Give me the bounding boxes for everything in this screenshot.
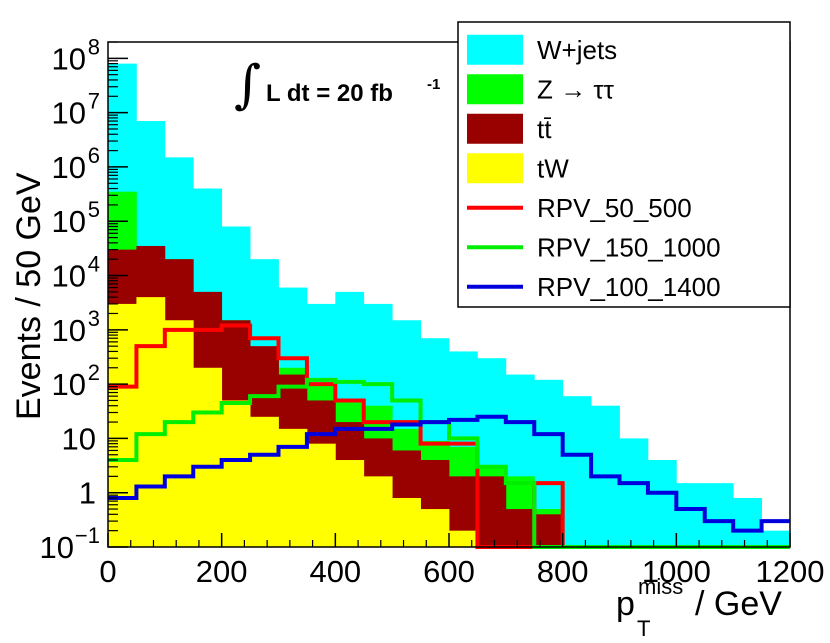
legend-swatch-tt- [467, 113, 523, 144]
bar-tt--15 [534, 514, 564, 547]
y-tick-label-2: 10 [62, 421, 96, 456]
y-tick-exp-9: 8 [88, 34, 100, 59]
y-tick-label-7: 10 [52, 150, 86, 185]
bar-w-jets-20 [676, 483, 706, 547]
bar-tw-5 [250, 416, 279, 547]
legend: W+jets Z → ττ tt̄ tW RPV_50_500 RPV_150_1000 R… [457, 21, 791, 308]
y-tick-exp-0: −1 [75, 523, 100, 548]
bar-tw-11 [420, 509, 450, 547]
legend-label-tw: tW [537, 153, 569, 183]
bar-tw-1 [136, 297, 166, 547]
y-tick-exp-7: 6 [88, 143, 100, 168]
y-tick-exp-8: 7 [88, 89, 100, 114]
legend-label-rpv-100-1400: RPV_100_1400 [537, 272, 721, 302]
legend-label-rpv-50-500: RPV_50_500 [537, 193, 692, 223]
bar-w-jets-22 [733, 497, 762, 547]
y-tick-label-8: 10 [52, 96, 86, 131]
x-tick-label-0: 0 [99, 554, 116, 589]
y-tick-exp-4: 3 [88, 306, 100, 331]
axis-layer: 0 200 400 600 800 1000 1200−110110210310410510… [40, 34, 825, 589]
y-tick-label-6: 10 [52, 204, 86, 239]
legend-label-rpv-150-1000: RPV_150_1000 [537, 232, 721, 262]
y-tick-exp-3: 2 [88, 360, 100, 385]
x-axis-title-p: p [616, 585, 635, 623]
y-tick-exp-5: 4 [88, 252, 100, 277]
x-axis-title-unit: / GeV [695, 585, 782, 623]
bar-w-jets-19 [647, 460, 677, 547]
legend-swatch-z- [467, 74, 523, 105]
lumi-text: L dt = 20 fb [266, 80, 393, 107]
y-tick-label-1: 1 [79, 476, 96, 511]
bar-tw-9 [363, 476, 393, 547]
bar-tw-12 [449, 530, 478, 547]
bar-tw-3 [193, 367, 223, 547]
bar-tw-7 [306, 443, 336, 547]
x-tick-label-600: 600 [423, 554, 475, 589]
x-axis-title-sub: T [637, 616, 650, 641]
y-tick-exp-6: 5 [88, 197, 100, 222]
x-axis-title-main: p [616, 585, 635, 623]
bar-tw-8 [335, 460, 365, 547]
bar-tt--14 [505, 509, 535, 547]
x-tick-label-1000: 1000 [642, 554, 711, 589]
x-axis-title-sup: miss [638, 574, 683, 599]
bar-w-jets-18 [619, 438, 649, 547]
x-tick-label-200: 200 [196, 554, 248, 589]
bar-tt--13 [477, 476, 507, 547]
y-axis-title: Events / 50 GeV [10, 172, 48, 420]
bar-tw-10 [392, 497, 421, 547]
bar-tw-0 [108, 303, 137, 547]
bar-w-jets-23 [761, 530, 791, 547]
y-tick-label-9: 10 [52, 41, 86, 76]
legend-swatch-tw [467, 153, 523, 184]
legend-swatch-w-jets [467, 34, 523, 65]
legend-label-z-: Z → ττ [537, 74, 615, 104]
y-tick-label-5: 10 [52, 259, 86, 294]
x-tick-label-1200: 1200 [756, 554, 825, 589]
bar-tw-2 [164, 320, 194, 547]
bar-tw-4 [221, 400, 251, 547]
line-rpv-100-1400 [108, 414, 790, 533]
bar-w-jets-21 [704, 483, 734, 547]
y-tick-label-3: 10 [52, 367, 86, 402]
x-tick-label-800: 800 [537, 554, 589, 589]
x-tick-label-400: 400 [309, 554, 361, 589]
y-tick-label-0: 10 [40, 530, 74, 565]
legend-label-tt-: tt̄ [537, 114, 552, 144]
bar-w-jets-16 [562, 396, 592, 547]
legend-label-w-jets: W+jets [537, 35, 617, 65]
lumi-exp: -1 [427, 76, 440, 93]
integral-symbol: ∫ [234, 55, 261, 115]
y-tick-label-4: 10 [52, 313, 86, 348]
